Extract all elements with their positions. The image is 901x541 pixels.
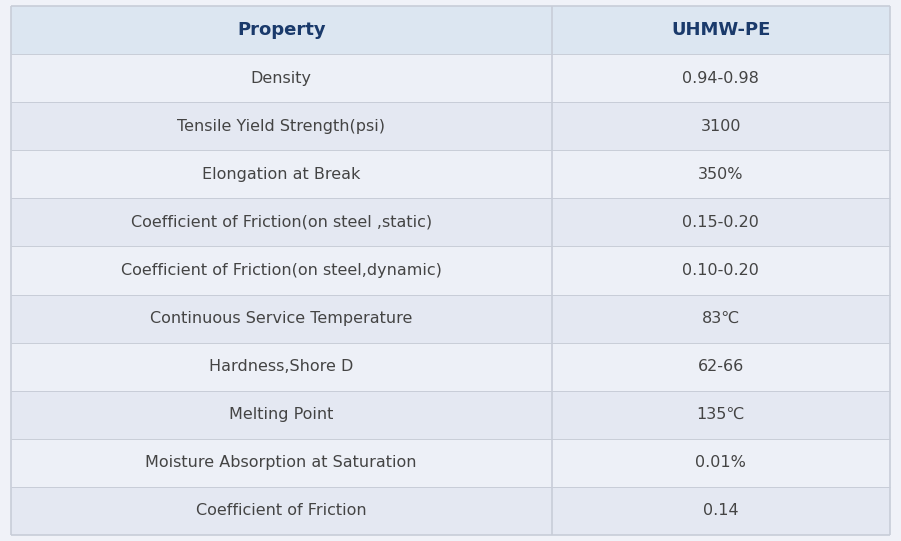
Bar: [11, 247, 551, 294]
Bar: [11, 150, 551, 199]
Bar: [11, 294, 551, 342]
Bar: [551, 247, 890, 294]
Bar: [551, 439, 890, 486]
Bar: [11, 55, 551, 102]
Text: Moisture Absorption at Saturation: Moisture Absorption at Saturation: [145, 455, 417, 470]
Bar: [551, 199, 890, 247]
Bar: [551, 342, 890, 391]
Text: 0.15-0.20: 0.15-0.20: [682, 215, 760, 230]
Text: Coefficient of Friction(on steel,dynamic): Coefficient of Friction(on steel,dynamic…: [121, 263, 441, 278]
Text: 0.94-0.98: 0.94-0.98: [682, 71, 760, 86]
Text: 83℃: 83℃: [702, 311, 740, 326]
Text: Coefficient of Friction: Coefficient of Friction: [196, 503, 367, 518]
Bar: [11, 102, 551, 150]
Text: 0.01%: 0.01%: [696, 455, 746, 470]
Text: Melting Point: Melting Point: [229, 407, 333, 422]
Text: Hardness,Shore D: Hardness,Shore D: [209, 359, 353, 374]
Bar: [551, 102, 890, 150]
Bar: [551, 486, 890, 535]
Text: Coefficient of Friction(on steel ,static): Coefficient of Friction(on steel ,static…: [131, 215, 432, 230]
Bar: [551, 391, 890, 439]
Text: Tensile Yield Strength(psi): Tensile Yield Strength(psi): [177, 119, 386, 134]
Bar: [11, 342, 551, 391]
Text: UHMW-PE: UHMW-PE: [671, 22, 770, 39]
Bar: [551, 55, 890, 102]
Text: 135℃: 135℃: [696, 407, 745, 422]
Text: 0.10-0.20: 0.10-0.20: [682, 263, 760, 278]
Bar: [551, 150, 890, 199]
Text: Density: Density: [250, 71, 312, 86]
Bar: [11, 199, 551, 247]
Bar: [551, 6, 890, 55]
Text: 350%: 350%: [698, 167, 743, 182]
Bar: [11, 6, 551, 55]
Text: 0.14: 0.14: [703, 503, 739, 518]
Text: 3100: 3100: [701, 119, 742, 134]
Bar: [11, 439, 551, 486]
Bar: [551, 294, 890, 342]
Text: 62-66: 62-66: [697, 359, 744, 374]
Text: Continuous Service Temperature: Continuous Service Temperature: [150, 311, 413, 326]
Text: Elongation at Break: Elongation at Break: [202, 167, 360, 182]
Text: Property: Property: [237, 22, 325, 39]
Bar: [11, 486, 551, 535]
Bar: [11, 391, 551, 439]
